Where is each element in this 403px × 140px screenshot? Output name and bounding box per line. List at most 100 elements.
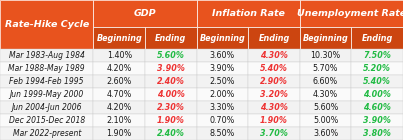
Text: Jun 2004-Jun 2006: Jun 2004-Jun 2006 — [12, 103, 82, 112]
Text: Unemployment Rate: Unemployment Rate — [297, 9, 403, 18]
Text: 4.60%: 4.60% — [363, 103, 391, 112]
Text: Beginning: Beginning — [96, 34, 142, 43]
Bar — [300, 49, 351, 62]
Text: 4.00%: 4.00% — [363, 90, 391, 99]
Bar — [0, 88, 93, 101]
Text: Mar 1983-Aug 1984: Mar 1983-Aug 1984 — [9, 51, 85, 60]
Bar — [0, 114, 93, 127]
Bar — [300, 27, 351, 49]
Bar — [93, 49, 145, 62]
Text: 6.60%: 6.60% — [313, 77, 338, 86]
Text: 3.20%: 3.20% — [260, 90, 288, 99]
Text: 8.50%: 8.50% — [210, 129, 235, 138]
Text: 3.60%: 3.60% — [210, 51, 235, 60]
Text: Dec 2015-Dec 2018: Dec 2015-Dec 2018 — [8, 116, 85, 125]
Text: Beginning: Beginning — [199, 34, 245, 43]
Text: 5.60%: 5.60% — [157, 51, 185, 60]
Bar — [351, 27, 403, 49]
Text: 3.70%: 3.70% — [260, 129, 288, 138]
Text: 2.90%: 2.90% — [260, 77, 288, 86]
Bar — [300, 101, 351, 114]
Text: 3.30%: 3.30% — [210, 103, 235, 112]
Text: 3.90%: 3.90% — [157, 64, 185, 73]
Text: Feb 1994-Feb 1995: Feb 1994-Feb 1995 — [10, 77, 84, 86]
Text: Mar 1988-May 1989: Mar 1988-May 1989 — [8, 64, 85, 73]
Bar — [197, 88, 248, 101]
Bar — [248, 62, 300, 75]
Text: Inflation Rate: Inflation Rate — [212, 9, 285, 18]
Bar — [197, 49, 248, 62]
Bar — [145, 62, 197, 75]
Bar — [93, 127, 145, 140]
Bar — [351, 62, 403, 75]
Bar — [248, 75, 300, 88]
Bar — [197, 75, 248, 88]
Bar — [145, 88, 197, 101]
Bar — [145, 27, 197, 49]
Bar — [0, 75, 93, 88]
Text: 4.30%: 4.30% — [313, 90, 338, 99]
Bar — [248, 101, 300, 114]
Bar — [93, 62, 145, 75]
Text: 3.90%: 3.90% — [363, 116, 391, 125]
Text: 2.30%: 2.30% — [157, 103, 185, 112]
Bar — [0, 49, 93, 62]
Text: 10.30%: 10.30% — [310, 51, 341, 60]
Text: Jun 1999-May 2000: Jun 1999-May 2000 — [10, 90, 84, 99]
Bar — [248, 88, 300, 101]
Text: 2.00%: 2.00% — [210, 90, 235, 99]
Text: 7.50%: 7.50% — [363, 51, 391, 60]
Bar — [300, 88, 351, 101]
Bar — [300, 0, 403, 27]
Text: 1.40%: 1.40% — [107, 51, 132, 60]
Text: 5.60%: 5.60% — [313, 103, 338, 112]
Bar — [300, 114, 351, 127]
Bar — [93, 114, 145, 127]
Text: 2.40%: 2.40% — [157, 129, 185, 138]
Text: 2.40%: 2.40% — [157, 77, 185, 86]
Bar — [197, 127, 248, 140]
Bar — [351, 127, 403, 140]
Text: 5.00%: 5.00% — [313, 116, 338, 125]
Text: 2.50%: 2.50% — [210, 77, 235, 86]
Bar — [248, 49, 300, 62]
Bar — [145, 75, 197, 88]
Bar — [93, 101, 145, 114]
Bar — [145, 49, 197, 62]
Bar — [300, 75, 351, 88]
Bar — [351, 101, 403, 114]
Text: 4.70%: 4.70% — [107, 90, 132, 99]
Bar — [145, 127, 197, 140]
Text: 0.70%: 0.70% — [210, 116, 235, 125]
Bar — [93, 75, 145, 88]
Bar — [197, 27, 248, 49]
Text: GDP: GDP — [134, 9, 156, 18]
Text: 1.90%: 1.90% — [260, 116, 288, 125]
Text: 4.30%: 4.30% — [260, 103, 288, 112]
Text: 4.30%: 4.30% — [260, 51, 288, 60]
Bar — [248, 27, 300, 49]
Bar — [351, 114, 403, 127]
Bar — [93, 27, 145, 49]
Bar — [351, 49, 403, 62]
Bar — [351, 88, 403, 101]
Text: 1.90%: 1.90% — [157, 116, 185, 125]
Text: Rate-Hike Cycle: Rate-Hike Cycle — [4, 20, 89, 29]
Text: Ending: Ending — [361, 34, 393, 43]
Text: 1.90%: 1.90% — [107, 129, 132, 138]
Text: 4.20%: 4.20% — [107, 64, 132, 73]
Bar — [248, 127, 300, 140]
Text: 4.00%: 4.00% — [157, 90, 185, 99]
Text: Ending: Ending — [155, 34, 187, 43]
Bar — [93, 0, 197, 27]
Text: 2.10%: 2.10% — [107, 116, 132, 125]
Text: 5.20%: 5.20% — [363, 64, 391, 73]
Bar — [248, 114, 300, 127]
Bar — [0, 101, 93, 114]
Bar — [197, 114, 248, 127]
Text: 2.60%: 2.60% — [107, 77, 132, 86]
Bar — [0, 0, 93, 49]
Bar — [351, 75, 403, 88]
Bar — [300, 62, 351, 75]
Text: 5.40%: 5.40% — [260, 64, 288, 73]
